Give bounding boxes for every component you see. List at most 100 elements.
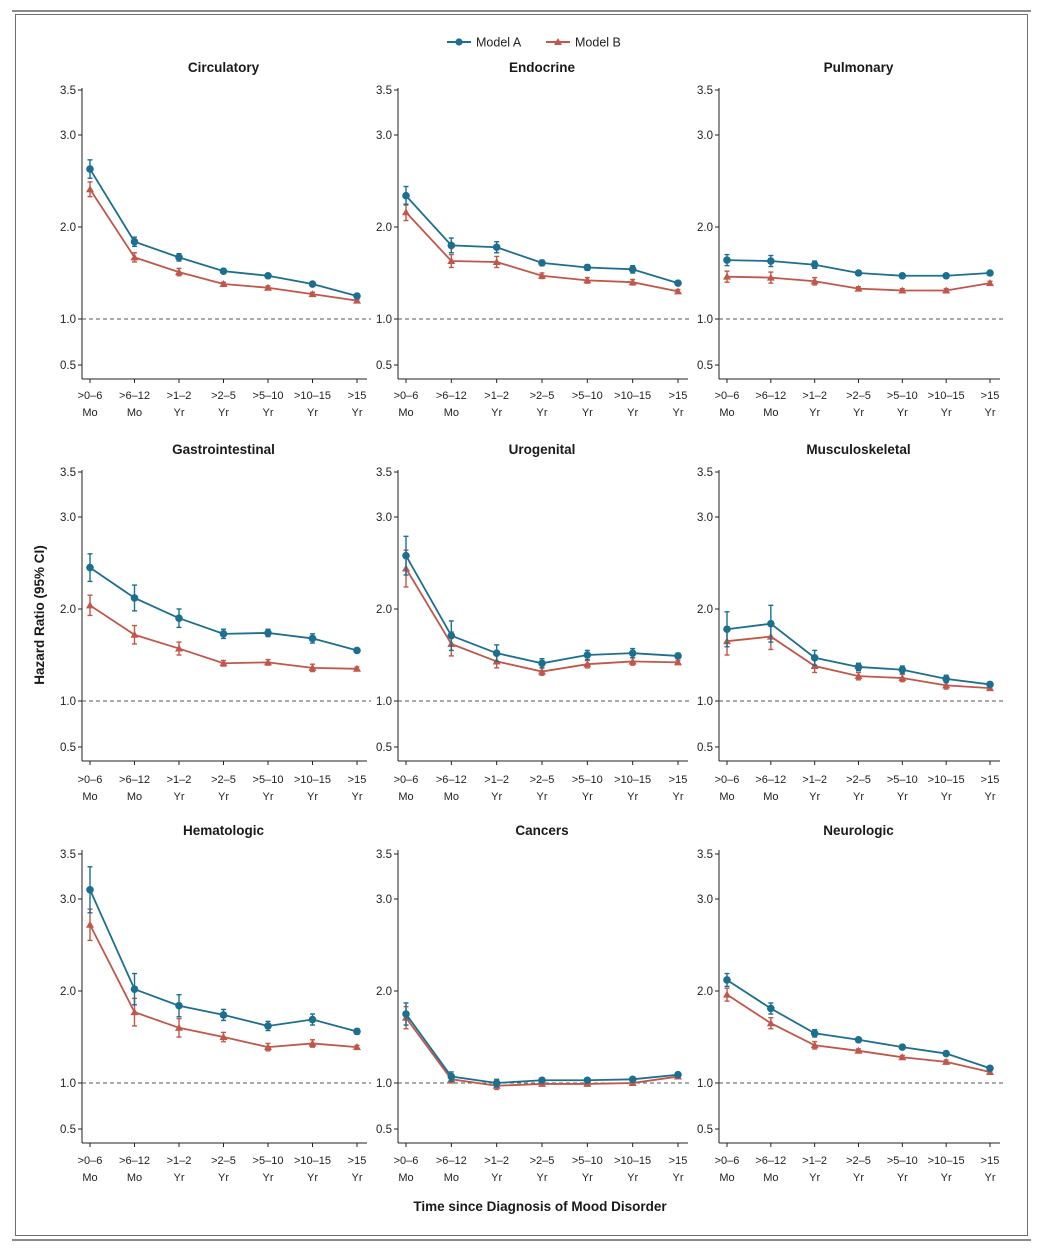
data-point [219,659,228,667]
y-tick-label: 0.5 [60,742,76,754]
data-point [86,165,94,173]
data-point [353,1027,361,1036]
y-tick-label: 3.5 [697,849,713,861]
data-point [86,886,94,894]
data-point [86,563,94,572]
data-point [674,658,682,666]
y-tick-label: 1.0 [60,314,76,326]
x-tick-label: >1–2 [167,1155,192,1167]
x-tick-label: >10–15 [928,390,965,402]
x-tick-unit: Yr [491,791,502,803]
data-point [308,1039,317,1047]
x-tick-unit: Yr [809,791,820,803]
data-point [674,1070,682,1079]
x-tick-unit: Yr [218,791,229,803]
data-point [898,1053,907,1061]
data-point [723,272,731,280]
x-tick-unit: Yr [174,407,185,419]
y-tick-label: 3.0 [376,130,392,142]
data-point [767,619,775,628]
series-model-b [86,594,361,673]
data-point [810,1041,819,1049]
panel-title: Circulatory [188,60,260,75]
x-tick-unit: Yr [985,791,996,803]
data-point [86,601,94,609]
x-tick-label: >0–6 [394,390,419,402]
panel-cancers: Cancers 0.5 1.0 2.0 3.0 3.5 >0–6 Mo >6–12 Mo >1–2 Y… [376,823,692,1184]
x-tick-unit: Yr [673,1172,684,1184]
x-tick-unit: Yr [352,407,363,419]
data-point [767,257,775,265]
data-point [723,625,731,634]
panel-gastrointestinal: Gastrointestinal 0.5 1.0 2.0 3.0 3.5 >0–6 Mo >6–… [60,442,371,803]
y-tick-label: 3.0 [60,894,76,906]
x-tick-label: >2–5 [846,774,871,786]
x-tick-label: >10–15 [928,1155,965,1167]
panel-title: Hematologic [183,823,265,838]
x-tick-label: >2–5 [211,774,236,786]
x-tick-unit: Yr [627,791,638,803]
data-point [447,1072,456,1081]
x-axis-label: Time since Diagnosis of Mood Disorder [413,1199,667,1214]
series-line-model-a [405,555,679,665]
panel-title: Cancers [515,823,568,838]
panel-title: Endocrine [509,60,576,75]
y-tick-label: 0.5 [376,1124,392,1136]
x-tick-label: >1–2 [802,774,827,786]
data-point [942,271,950,280]
x-tick-label: >15 [981,390,1000,402]
data-point [898,674,907,681]
data-point [538,659,546,668]
data-point [353,646,361,655]
x-tick-unit: Yr [853,407,864,419]
y-tick-label: 2.0 [697,222,713,234]
data-point [942,1049,950,1058]
data-point [175,268,183,276]
x-tick-label: >15 [669,390,688,402]
panel-title: Gastrointestinal [172,442,275,457]
y-tick-label: 2.0 [376,222,392,234]
x-tick-unit: Mo [719,407,734,419]
y-tick-label: 0.5 [60,360,76,372]
panel-title: Neurologic [823,823,894,838]
x-tick-label: >10–15 [294,774,331,786]
data-point [175,1023,183,1031]
x-tick-label: >6–12 [436,1155,467,1167]
data-point [898,665,907,674]
data-point [308,1015,317,1024]
y-tick-label: 0.5 [376,742,392,754]
legend-item-model-a: Model A [447,36,522,50]
data-point [986,279,994,287]
series-model-b [402,549,682,676]
x-tick-unit: Mo [444,791,459,803]
data-point [447,241,456,250]
data-point [810,1029,819,1038]
data-point [628,1075,637,1084]
y-tick-label: 0.5 [60,1124,76,1136]
data-point [583,263,592,272]
legend-item-model-b: Model B [546,36,621,50]
panel-title: Pulmonary [824,60,894,75]
y-tick-label: 3.0 [60,130,76,142]
x-tick-unit: Yr [537,791,548,803]
y-tick-label: 0.5 [697,360,713,372]
data-point [353,664,361,672]
data-point [175,614,183,622]
data-point [766,273,775,281]
x-tick-label: >10–15 [294,1155,331,1167]
x-tick-label: >6–12 [755,1155,786,1167]
x-tick-unit: Yr [174,791,185,803]
data-point [810,653,819,662]
y-tick-label: 3.0 [697,130,713,142]
y-tick-label: 3.0 [60,512,76,524]
series-model-b [86,181,361,304]
x-tick-unit: Mo [82,1172,97,1184]
x-tick-unit: Mo [444,1172,459,1184]
series-line-model-b [405,1017,679,1087]
data-point [130,253,139,261]
x-tick-unit: Yr [307,407,318,419]
x-tick-unit: Mo [719,791,734,803]
x-tick-label: >0–6 [78,1155,103,1167]
x-tick-label: >6–12 [436,774,467,786]
x-tick-unit: Yr [582,407,593,419]
